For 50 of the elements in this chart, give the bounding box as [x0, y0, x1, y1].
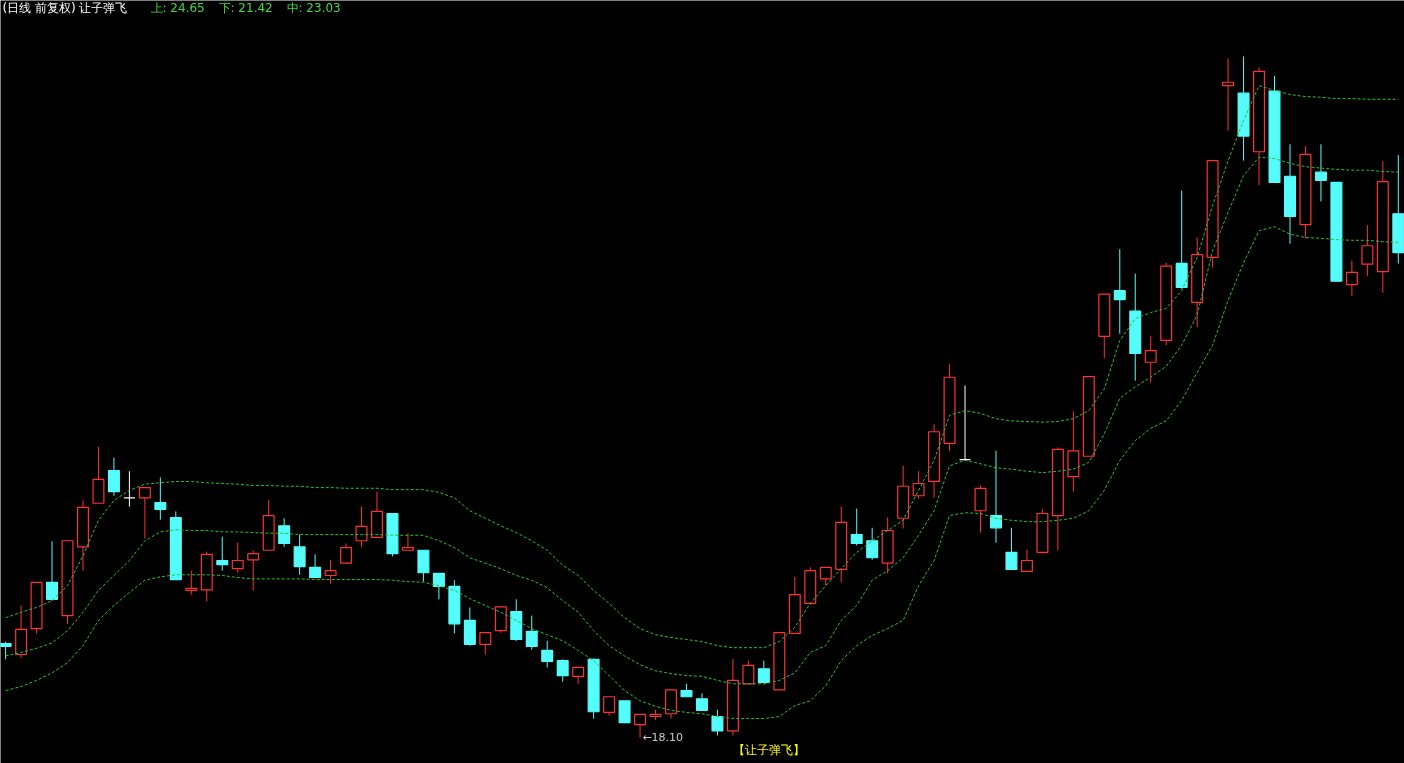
candlestick	[804, 566, 817, 605]
candlestick	[1253, 66, 1266, 186]
candlestick	[231, 542, 244, 574]
candlestick	[1067, 410, 1080, 493]
candlestick	[1051, 446, 1064, 551]
candlestick	[293, 534, 306, 576]
candlestick	[726, 658, 739, 737]
candlestick	[185, 570, 198, 596]
candlestick	[1392, 154, 1404, 264]
candlestick	[123, 470, 136, 508]
candlestick	[463, 606, 476, 645]
candlestick	[154, 476, 167, 521]
candlestick	[1361, 224, 1374, 277]
candlestick	[278, 517, 291, 548]
text: 上: 24.65	[150, 0, 205, 15]
text: 【让子弹飞】	[733, 742, 806, 757]
candlestick	[556, 660, 569, 683]
candlestick	[1314, 143, 1327, 202]
candlestick	[324, 559, 337, 585]
candlestick	[1237, 55, 1250, 162]
candlestick	[897, 465, 910, 529]
candlestick	[866, 527, 879, 561]
candlestick	[1299, 145, 1312, 239]
candlestick	[943, 363, 956, 452]
candlestick	[1191, 237, 1204, 328]
text: 下: 21.42	[218, 0, 273, 15]
candlestick	[928, 423, 941, 499]
candlestick	[1376, 160, 1389, 294]
candlestick	[46, 540, 59, 600]
candlestick	[1036, 508, 1049, 553]
candlestick	[216, 536, 229, 572]
candlestick	[1144, 335, 1157, 384]
candlestick	[510, 598, 523, 641]
candlestick	[355, 506, 368, 548]
candlestick	[1283, 143, 1296, 245]
candlestick	[835, 506, 848, 583]
candlestick	[15, 604, 28, 659]
candlestick	[107, 457, 120, 497]
chart-title: (日线 前复权) 让子弹飞	[2, 0, 128, 15]
candlestick	[448, 579, 461, 634]
candlestick	[76, 500, 89, 572]
candlestick	[247, 549, 260, 591]
candlestick	[525, 615, 538, 651]
candlestick	[1345, 260, 1358, 297]
candlestick	[850, 508, 863, 546]
candlestick	[1113, 248, 1126, 335]
candlestick	[1175, 190, 1188, 288]
text: 中: 23.03	[286, 0, 341, 15]
annotation: ←18.10	[642, 731, 684, 745]
candlestick	[1129, 273, 1142, 382]
